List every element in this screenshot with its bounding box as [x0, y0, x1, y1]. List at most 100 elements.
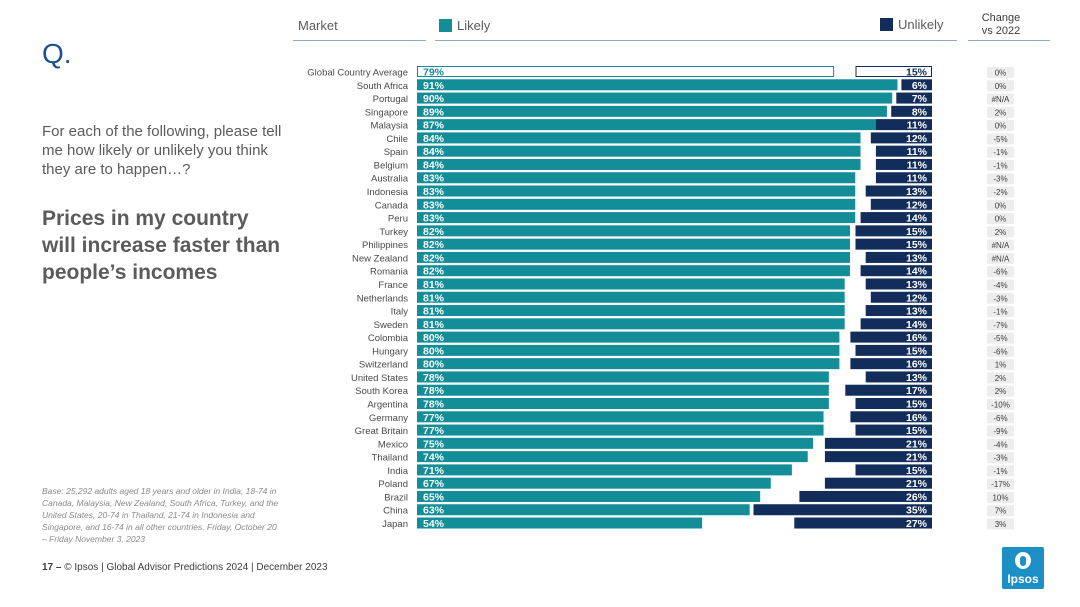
page-number: 17	[42, 562, 54, 573]
category-label: Spain	[384, 147, 408, 158]
likely-bar	[417, 305, 845, 317]
unlikely-value-label: 21%	[906, 478, 928, 490]
unlikely-value-label: 12%	[906, 292, 928, 304]
category-label: South Africa	[357, 81, 409, 92]
likely-value-label: 83%	[423, 199, 445, 211]
change-value-label: -1%	[993, 148, 1007, 157]
legend-swatch-unlikely	[880, 18, 893, 31]
change-cell	[987, 120, 1014, 132]
legend-unlikely-label: Unlikely	[898, 17, 944, 32]
likely-bar	[417, 517, 703, 529]
likely-bar	[417, 358, 840, 370]
footer-text: © Ipsos | Global Advisor Predictions 202…	[64, 562, 328, 573]
likely-value-label: 83%	[423, 173, 445, 185]
likely-bar-average	[417, 66, 835, 77]
likely-value-label: 81%	[423, 306, 445, 318]
change-value-label: -17%	[991, 480, 1010, 489]
likely-value-label: 80%	[423, 332, 445, 344]
legend-swatch-likely	[439, 19, 452, 32]
change-value-label: 0%	[995, 69, 1007, 78]
unlikely-value-label: 16%	[906, 359, 928, 371]
change-cell	[987, 465, 1014, 477]
unlikely-bar	[896, 92, 932, 104]
unlikely-bar	[850, 331, 932, 343]
likely-value-label: 78%	[423, 399, 445, 411]
unlikely-value-label: 16%	[906, 412, 928, 424]
unlikely-bar	[753, 504, 932, 516]
change-value-label: 2%	[995, 108, 1007, 117]
likely-bar	[417, 105, 887, 117]
unlikely-bar	[794, 517, 932, 529]
unlikely-bar	[845, 384, 932, 396]
unlikely-value-label: 21%	[906, 438, 928, 450]
change-value-label: 0%	[995, 201, 1007, 210]
change-value-label: -3%	[993, 454, 1007, 463]
likely-value-label: 54%	[423, 518, 445, 530]
category-label: Japan	[382, 519, 408, 530]
likely-value-label: 84%	[423, 133, 445, 145]
category-label: Belgium	[374, 160, 408, 171]
likely-value-label: 77%	[423, 425, 445, 437]
category-label: Netherlands	[357, 293, 408, 304]
likely-bar	[417, 490, 761, 502]
unlikely-bar	[865, 185, 932, 197]
question-intro: For each of the following, please tell m…	[42, 123, 282, 178]
change-value-label: -1%	[993, 161, 1007, 170]
likely-bar	[417, 251, 850, 263]
unlikely-value-label: 35%	[906, 505, 928, 517]
category-label: Malaysia	[371, 121, 409, 132]
change-value-label: 0%	[995, 122, 1007, 131]
category-label: Indonesia	[367, 187, 409, 198]
unlikely-value-label: 14%	[906, 213, 928, 225]
likely-value-label: 67%	[423, 478, 445, 490]
likely-value-label: 83%	[423, 213, 445, 225]
header-rule-market	[293, 40, 426, 41]
unlikely-bar	[850, 411, 932, 423]
likely-value-label: 63%	[423, 505, 445, 517]
change-value-label: #N/A	[992, 95, 1010, 104]
category-label: Canada	[375, 200, 409, 211]
likely-value-label: 87%	[423, 120, 445, 132]
likely-value-label: 79%	[423, 67, 445, 79]
likely-bar	[417, 398, 829, 409]
unlikely-bar	[870, 132, 932, 144]
likely-value-label: 81%	[423, 319, 445, 331]
category-label: Peru	[388, 214, 408, 225]
question-marker: Q.	[42, 38, 72, 69]
unlikely-bar	[855, 238, 932, 250]
unlikely-value-label: 13%	[906, 279, 928, 291]
category-label: Thailand	[372, 453, 408, 464]
likely-bar	[417, 212, 856, 224]
unlikely-value-label: 13%	[906, 372, 928, 384]
change-value-label: -6%	[993, 347, 1007, 356]
category-label: United States	[351, 373, 408, 384]
likely-bar	[417, 411, 824, 423]
unlikely-bar	[824, 477, 932, 489]
change-value-label: 1%	[995, 361, 1007, 370]
unlikely-bar	[875, 158, 932, 170]
likely-value-label: 83%	[423, 186, 445, 198]
likely-bar	[417, 437, 813, 449]
likely-value-label: 80%	[423, 359, 445, 371]
unlikely-bar	[824, 437, 932, 449]
change-cell	[987, 412, 1014, 424]
unlikely-bar	[860, 318, 932, 330]
unlikely-value-label: 13%	[906, 186, 928, 198]
unlikely-value-label: 14%	[906, 266, 928, 278]
change-value-label: 10%	[992, 493, 1008, 502]
change-value-label: -4%	[993, 440, 1007, 449]
unlikely-value-label: 17%	[906, 385, 928, 397]
question-statement: Prices in my country will increase faste…	[42, 207, 281, 284]
likely-value-label: 81%	[423, 279, 445, 291]
likely-bar	[417, 424, 824, 436]
unlikely-value-label: 15%	[906, 399, 928, 411]
likely-value-label: 71%	[423, 465, 445, 477]
base-note: Base: 25,292 adults aged 18 years and ol…	[42, 486, 279, 544]
unlikely-value-label: 6%	[912, 80, 928, 92]
category-label: Portugal	[373, 94, 408, 105]
change-cell	[987, 359, 1014, 371]
change-cell	[987, 438, 1014, 450]
unlikely-value-label: 15%	[906, 67, 928, 79]
change-value-label: -7%	[993, 321, 1007, 330]
change-cell	[987, 199, 1014, 211]
